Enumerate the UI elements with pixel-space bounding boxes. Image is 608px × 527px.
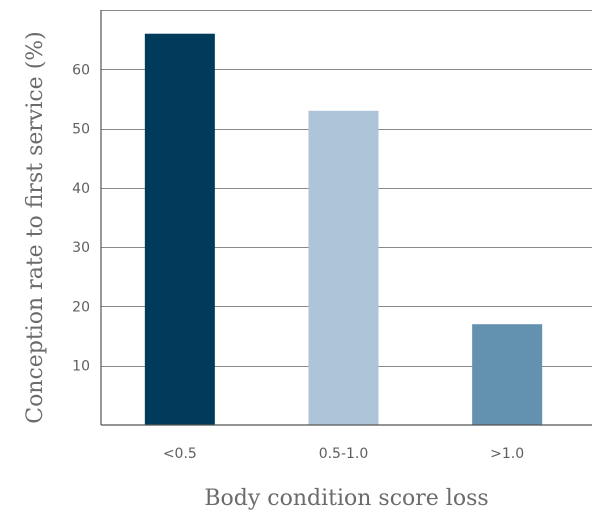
y-tick-labels: 10 20 30 40 50 60 — [72, 62, 90, 374]
y-tick-label: 20 — [72, 299, 90, 315]
bar — [308, 110, 379, 426]
y-axis-title: Conception rate to first service (%) — [23, 31, 48, 424]
bar — [472, 324, 543, 425]
x-tick-labels: <0.5 0.5-1.0 >1.0 — [163, 446, 524, 462]
y-tick-label: 50 — [72, 122, 90, 138]
x-tick-label: 0.5-1.0 — [319, 446, 369, 462]
y-tick-label: 10 — [72, 359, 90, 375]
x-axis-title: Body condition score loss — [204, 486, 488, 511]
x-tick-label: >1.0 — [490, 446, 524, 462]
bar — [144, 33, 215, 425]
y-tick-label: 60 — [72, 62, 90, 78]
bars — [144, 33, 543, 426]
y-tick-label: 30 — [72, 240, 90, 256]
y-tick-label: 40 — [72, 181, 90, 197]
x-tick-label: <0.5 — [163, 446, 197, 462]
